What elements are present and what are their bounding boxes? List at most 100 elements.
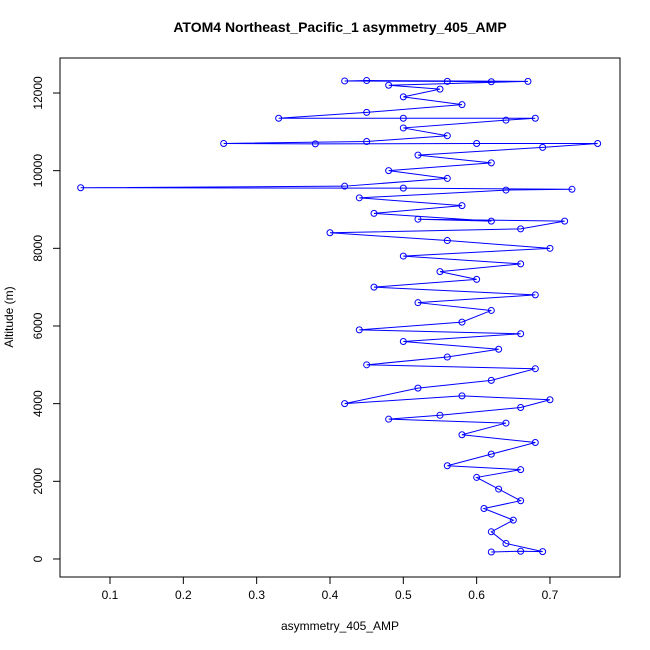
point xyxy=(517,225,525,233)
point xyxy=(509,516,517,524)
point xyxy=(399,114,407,122)
point xyxy=(355,194,363,202)
point xyxy=(487,548,495,556)
point xyxy=(480,504,488,512)
point xyxy=(77,184,85,192)
point xyxy=(531,365,539,373)
point xyxy=(502,186,510,194)
point xyxy=(311,140,319,148)
point xyxy=(363,138,371,146)
point xyxy=(399,252,407,260)
chart-title: ATOM4 Northeast_Pacific_1 asymmetry_405_… xyxy=(173,19,506,35)
point xyxy=(385,167,393,175)
point xyxy=(385,415,393,423)
point xyxy=(594,139,602,147)
point xyxy=(414,151,422,159)
point xyxy=(399,124,407,132)
point xyxy=(546,244,554,252)
point xyxy=(517,497,525,505)
point xyxy=(539,143,547,151)
x-tick-label: 0.3 xyxy=(248,588,265,602)
x-tick-label: 0.5 xyxy=(395,588,412,602)
y-tick-label: 4000 xyxy=(31,390,45,417)
point xyxy=(568,185,576,193)
y-tick-label: 8000 xyxy=(31,235,45,262)
point xyxy=(473,275,481,283)
point xyxy=(531,438,539,446)
point xyxy=(531,114,539,122)
point xyxy=(341,400,349,408)
x-axis-label: asymmetry_405_AMP xyxy=(281,619,399,633)
point xyxy=(370,209,378,217)
x-tick-label: 0.4 xyxy=(322,588,339,602)
point xyxy=(414,299,422,307)
point xyxy=(341,182,349,190)
point xyxy=(487,159,495,167)
x-tick-label: 0.7 xyxy=(542,588,559,602)
point xyxy=(436,85,444,93)
point xyxy=(458,202,466,210)
point xyxy=(517,466,525,474)
point xyxy=(561,217,569,225)
point xyxy=(385,81,393,89)
x-tick-label: 0.6 xyxy=(468,588,485,602)
point xyxy=(326,229,334,237)
point xyxy=(399,93,407,101)
point xyxy=(539,548,547,556)
point xyxy=(487,78,495,86)
point xyxy=(502,539,510,547)
point xyxy=(220,139,228,147)
y-tick-label: 12000 xyxy=(31,76,45,110)
point xyxy=(443,132,451,140)
point xyxy=(443,353,451,361)
x-tick-label: 0.2 xyxy=(175,588,192,602)
point xyxy=(517,330,525,338)
point xyxy=(517,404,525,412)
point xyxy=(495,345,503,353)
point xyxy=(436,411,444,419)
point xyxy=(443,77,451,85)
point xyxy=(443,174,451,182)
y-tick-label: 2000 xyxy=(31,468,45,495)
point xyxy=(355,326,363,334)
y-tick-label: 0 xyxy=(31,555,45,562)
plot-frame xyxy=(59,57,621,578)
point xyxy=(399,184,407,192)
point xyxy=(399,338,407,346)
point xyxy=(458,431,466,439)
point xyxy=(473,139,481,147)
point xyxy=(370,283,378,291)
point xyxy=(495,485,503,493)
point xyxy=(275,114,283,122)
point xyxy=(363,108,371,116)
point xyxy=(487,306,495,314)
point xyxy=(414,215,422,223)
point xyxy=(414,384,422,392)
point xyxy=(341,77,349,85)
point xyxy=(517,260,525,268)
point xyxy=(487,450,495,458)
point xyxy=(443,237,451,245)
point xyxy=(363,361,371,369)
y-tick-label: 6000 xyxy=(31,312,45,339)
point xyxy=(458,101,466,109)
point xyxy=(487,376,495,384)
point xyxy=(363,77,371,85)
x-tick-label: 0.1 xyxy=(102,588,119,602)
point xyxy=(458,392,466,400)
series-line xyxy=(80,80,598,553)
point xyxy=(458,318,466,326)
point xyxy=(502,419,510,427)
point xyxy=(524,77,532,85)
y-axis-label: Altitude (m) xyxy=(2,286,16,347)
point xyxy=(487,528,495,536)
point xyxy=(517,547,525,555)
y-tick-label: 10000 xyxy=(31,154,45,188)
point xyxy=(436,268,444,276)
point xyxy=(502,116,510,124)
point xyxy=(546,396,554,404)
point xyxy=(443,462,451,470)
point xyxy=(531,291,539,299)
point xyxy=(473,473,481,481)
